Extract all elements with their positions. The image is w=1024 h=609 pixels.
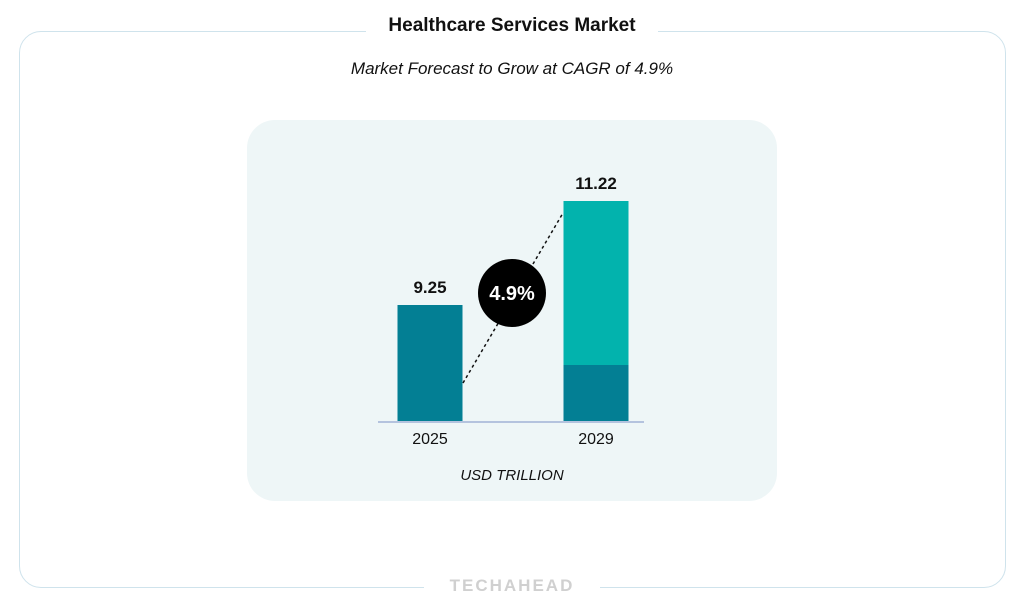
- value-label-2029: 11.22: [575, 174, 617, 193]
- value-label-2025: 9.25: [413, 278, 446, 297]
- cagr-badge-label: 4.9%: [489, 283, 535, 305]
- category-label-2025: 2025: [412, 431, 448, 448]
- chart-subtitle: Market Forecast to Grow at CAGR of 4.9%: [350, 59, 674, 78]
- brand-logo: TECHAHEAD: [423, 576, 601, 596]
- bar-2025: [397, 305, 463, 421]
- category-label-2029: 2029: [578, 431, 614, 448]
- x-axis-label: USD TRILLION: [460, 467, 564, 484]
- chart-title: Healthcare Services Market: [366, 15, 658, 37]
- bar-2029-growth-segment: [563, 201, 629, 365]
- cagr-badge: [478, 259, 546, 327]
- bar-2029-base: [563, 365, 629, 421]
